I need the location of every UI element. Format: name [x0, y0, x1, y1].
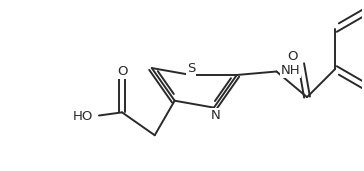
Text: O: O — [117, 65, 127, 78]
Text: NH: NH — [281, 64, 300, 77]
Text: O: O — [288, 50, 298, 63]
Text: S: S — [187, 62, 195, 75]
Text: HO: HO — [72, 110, 93, 123]
Text: N: N — [211, 109, 221, 122]
